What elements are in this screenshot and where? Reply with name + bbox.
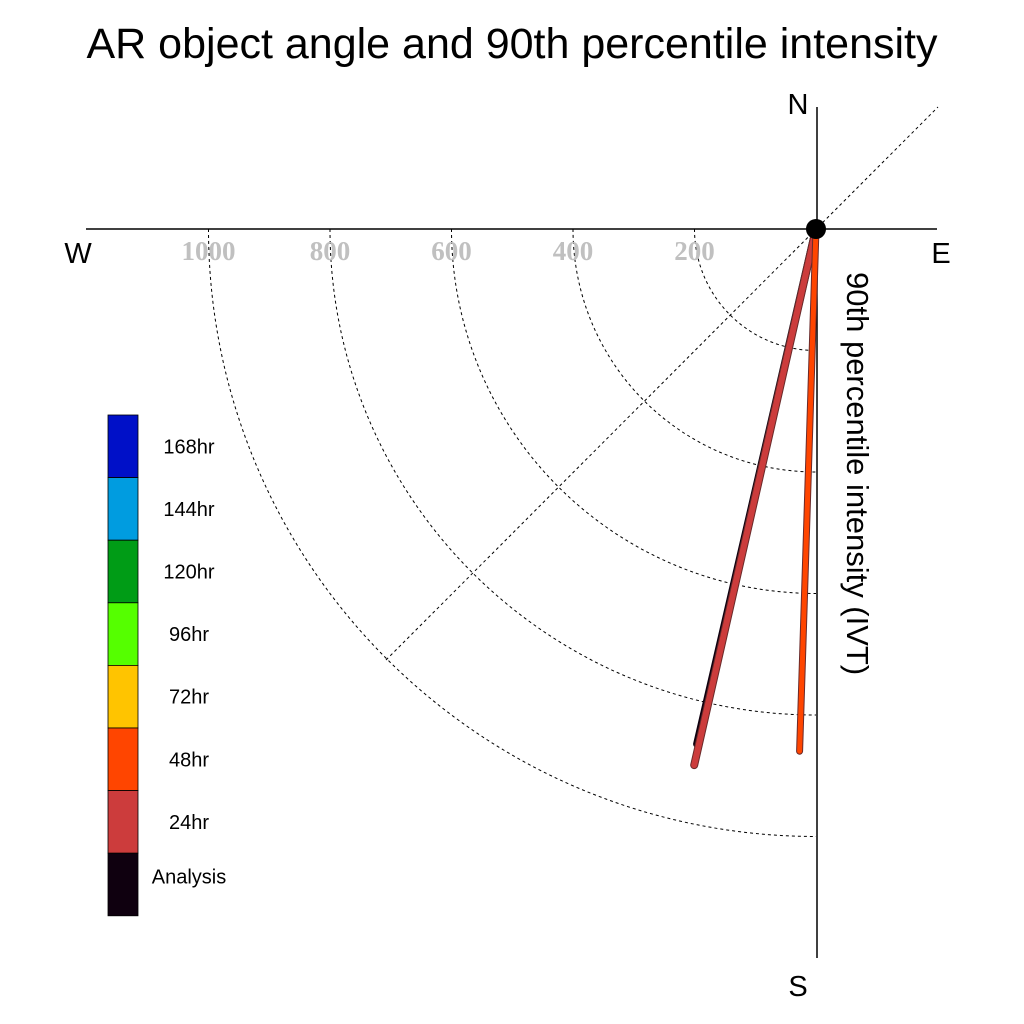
origin-marker — [806, 219, 826, 239]
legend-swatch — [107, 414, 139, 478]
legend-label: 72hr — [169, 687, 209, 709]
diagonal-guide — [385, 106, 939, 661]
compass-south: S — [788, 971, 807, 1003]
compass-east: E — [931, 238, 950, 270]
range-ring — [451, 228, 817, 594]
series-lines — [690, 225, 820, 770]
radial-tick-label: 200 — [674, 236, 715, 266]
legend-label: 120hr — [163, 562, 214, 584]
radial-tick-label: 600 — [431, 236, 472, 266]
legend-label: 48hr — [169, 749, 209, 771]
legend-label: 144hr — [163, 499, 214, 521]
legend-swatch — [107, 539, 139, 604]
range-rings — [208, 228, 817, 837]
legend: 168hr 144hr 120hr 96hr 72hr 48hr 24hr Analysis — [107, 414, 226, 917]
radial-tick-label: 800 — [310, 236, 351, 266]
legend-swatch — [107, 727, 139, 791]
legend-label: 24hr — [169, 812, 209, 834]
radial-tick-label: 1000 — [182, 236, 236, 266]
legend-swatch — [107, 477, 139, 541]
range-ring — [329, 228, 817, 716]
range-ring — [208, 228, 817, 837]
legend-swatch — [107, 790, 139, 854]
compass-north: N — [788, 89, 809, 121]
radial-tick-label: 400 — [553, 236, 594, 266]
chart-title: AR object angle and 90th percentile inte… — [87, 20, 938, 68]
legend-label: 168hr — [163, 436, 214, 458]
legend-label: Analysis — [152, 867, 226, 889]
radial-axis-label: 90th percentile intensity (IVT) — [840, 272, 875, 675]
legend-swatch — [107, 602, 139, 666]
legend-swatch — [107, 852, 139, 917]
compass-west: W — [64, 238, 92, 270]
series-line-24hr — [691, 226, 819, 769]
series-line-48hr — [797, 226, 819, 754]
radial-tick-labels: 200 400 600 800 1000 — [182, 236, 715, 266]
legend-swatch — [107, 665, 139, 729]
legend-label: 96hr — [169, 624, 209, 646]
